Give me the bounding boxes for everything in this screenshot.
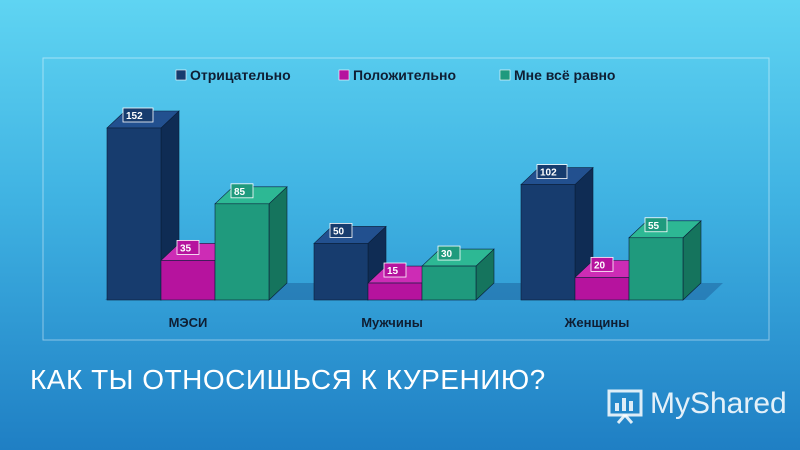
data-label: 35 xyxy=(180,243,192,254)
data-label-box xyxy=(176,239,200,255)
bar: 30 xyxy=(421,245,495,301)
presentation-chart-icon xyxy=(607,389,643,424)
bar-front xyxy=(106,127,162,301)
data-label-box xyxy=(536,164,568,179)
legend: Отрицательно Положительно Мне всё равно xyxy=(175,67,615,83)
data-label-box xyxy=(644,217,668,233)
data-label: 15 xyxy=(387,266,399,277)
bar: 85 xyxy=(214,183,288,301)
legend-label: Отрицательно xyxy=(190,67,291,83)
category-label: Мужчины xyxy=(361,315,423,330)
legend-label: Положительно xyxy=(353,67,456,83)
data-label: 85 xyxy=(234,187,246,198)
bar-front xyxy=(628,237,684,301)
bar-front xyxy=(421,265,477,301)
logo-text: MyShared xyxy=(650,387,787,420)
data-label: 55 xyxy=(648,221,660,232)
bar-group: 152 35 85 50 15 30 102 20 55 xyxy=(106,107,702,301)
data-label-box xyxy=(437,245,461,261)
bar-front xyxy=(313,243,369,301)
logo: MyShared xyxy=(606,383,796,429)
bar: 152 xyxy=(106,107,180,301)
bar-side xyxy=(268,186,288,301)
bar-front xyxy=(367,282,423,301)
slide-title: КАК ТЫ ОТНОСИШЬСЯ К КУРЕНИЮ? xyxy=(30,364,546,395)
data-label-box xyxy=(230,183,254,199)
legend-swatch xyxy=(338,69,350,81)
bar-front xyxy=(160,260,216,301)
data-label-box xyxy=(590,256,614,272)
data-label-box xyxy=(329,223,353,238)
bar-front xyxy=(574,277,630,301)
bar-front xyxy=(520,184,576,301)
bar-front xyxy=(214,203,270,301)
bar: 55 xyxy=(628,217,702,301)
category-label: МЭСИ xyxy=(169,315,208,330)
data-label: 50 xyxy=(333,226,345,237)
data-label-box xyxy=(122,107,154,123)
data-label: 30 xyxy=(441,249,453,260)
data-label-box xyxy=(383,262,407,278)
chart-frame xyxy=(42,57,770,341)
x-axis-labels: МЭСИ Мужчины Женщины xyxy=(169,315,630,330)
category-label: Женщины xyxy=(564,315,630,330)
data-label: 20 xyxy=(594,260,606,271)
data-label: 102 xyxy=(540,168,557,179)
legend-swatch xyxy=(499,69,511,81)
data-label: 152 xyxy=(126,111,143,122)
legend-label: Мне всё равно xyxy=(514,67,615,83)
legend-swatch xyxy=(175,69,187,81)
